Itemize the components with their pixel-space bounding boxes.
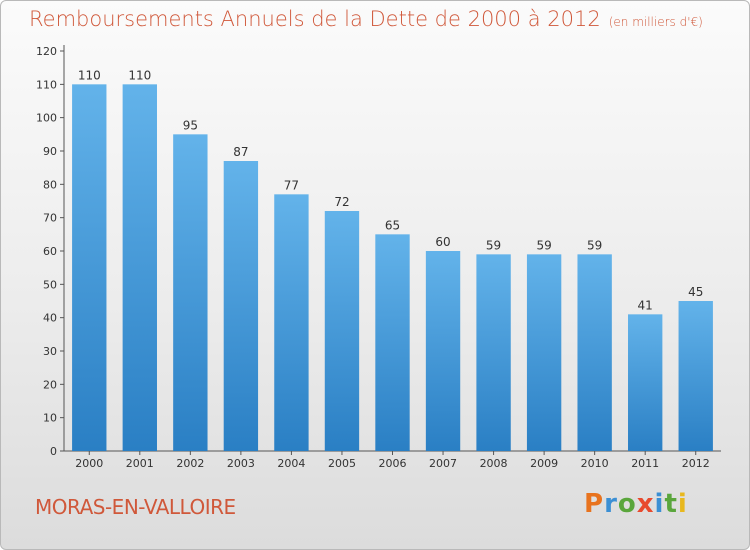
bar: [678, 301, 713, 451]
data-label: 72: [334, 195, 349, 209]
logo-letter: t: [664, 489, 678, 519]
logo-letter: i: [677, 489, 688, 519]
data-label: 45: [688, 285, 703, 299]
data-label: 60: [435, 235, 450, 249]
data-label: 59: [486, 238, 501, 252]
bar: [628, 314, 663, 451]
y-tick-label: 20: [43, 378, 57, 391]
bar: [577, 254, 612, 451]
logo-letter: x: [636, 489, 655, 519]
data-label: 59: [536, 238, 551, 252]
y-tick-label: 70: [43, 212, 57, 225]
y-tick-label: 30: [43, 345, 57, 358]
bar: [526, 254, 562, 451]
y-tick-label: 80: [43, 178, 57, 191]
data-label: 95: [183, 118, 198, 132]
bar: [324, 211, 360, 451]
x-tick-label: 2006: [379, 457, 407, 470]
chart-title-text: Remboursements Annuels de la Dette de 20…: [29, 7, 601, 31]
x-tick-label: 2012: [682, 457, 710, 470]
x-tick-label: 2000: [75, 457, 103, 470]
y-tick-label: 90: [43, 145, 57, 158]
bar: [425, 251, 461, 451]
bar: [223, 161, 259, 451]
chart-title: Remboursements Annuels de la Dette de 20…: [29, 7, 703, 31]
y-tick-label: 40: [43, 312, 57, 325]
x-tick-label: 2002: [176, 457, 204, 470]
bar: [476, 254, 511, 451]
bar: [72, 84, 107, 451]
y-tick-label: 0: [50, 445, 57, 458]
commune-name: MORAS-EN-VALLOIRE: [35, 495, 236, 519]
y-tick-label: 10: [43, 412, 57, 425]
x-tick-label: 2010: [581, 457, 609, 470]
logo-letter: i: [654, 489, 665, 519]
y-tick-label: 120: [36, 45, 57, 58]
y-tick-label: 50: [43, 278, 57, 291]
x-tick-label: 2001: [126, 457, 154, 470]
x-tick-label: 2009: [530, 457, 558, 470]
logo-letter: o: [617, 489, 637, 519]
bar: [173, 134, 208, 452]
data-label: 87: [233, 145, 248, 159]
y-tick-label: 60: [43, 245, 57, 258]
proxiti-logo: Proxiti: [584, 489, 688, 519]
bar: [122, 84, 157, 451]
x-tick-label: 2005: [328, 457, 356, 470]
data-label: 65: [385, 218, 400, 232]
data-label: 110: [78, 68, 101, 82]
data-label: 77: [284, 178, 299, 192]
x-tick-label: 2008: [480, 457, 508, 470]
x-tick-label: 2011: [631, 457, 659, 470]
x-tick-label: 2003: [227, 457, 255, 470]
bar: [375, 234, 410, 451]
data-label: 59: [587, 238, 602, 252]
x-tick-label: 2007: [429, 457, 457, 470]
logo-letter: r: [604, 489, 618, 519]
bar: [274, 194, 309, 452]
data-label: 110: [128, 68, 151, 82]
chart-subtitle: (en milliers d'€): [608, 15, 703, 29]
logo-letter: P: [584, 489, 605, 519]
x-tick-label: 2004: [277, 457, 305, 470]
y-tick-label: 100: [36, 112, 57, 125]
data-label: 41: [638, 298, 653, 312]
y-tick-label: 110: [36, 78, 57, 91]
